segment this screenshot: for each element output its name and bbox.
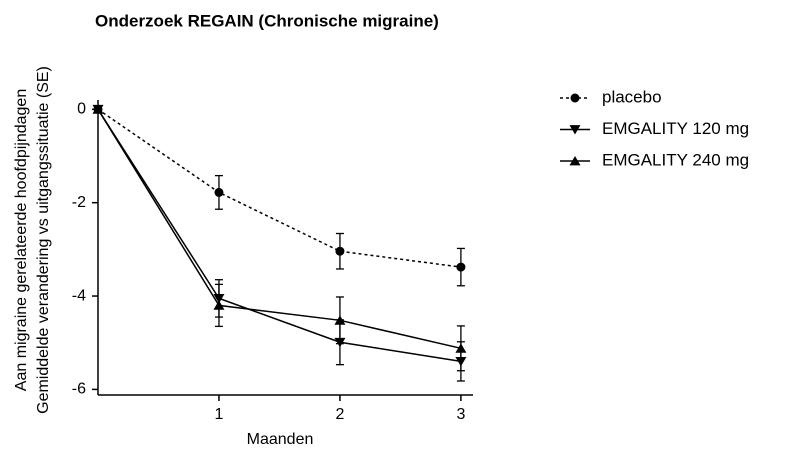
legend-label: EMGALITY 120 mg: [602, 119, 749, 138]
y-tick-label: -4: [72, 287, 86, 304]
series-line: [97, 108, 462, 363]
legend-marker: [569, 125, 581, 135]
legend-label: EMGALITY 240 mg: [602, 150, 749, 169]
data-point: [334, 315, 346, 325]
chart-title: Onderzoek REGAIN (Chronische migraine): [95, 11, 439, 30]
y-axis-label: Aan migraine gerelateerde hoofdpijndagen: [13, 89, 30, 391]
data-point: [335, 246, 345, 256]
y-tick-label: 0: [77, 101, 86, 118]
y-tick-label: -2: [72, 194, 86, 211]
y-axis-label: Gemiddelde verandering vs uitgangssituat…: [35, 66, 52, 414]
data-point: [455, 343, 467, 353]
data-point: [92, 104, 104, 114]
data-point: [213, 300, 225, 310]
legend-marker: [569, 156, 581, 166]
series-line: [97, 108, 462, 268]
x-axis-label: Maanden: [247, 431, 314, 448]
data-point: [456, 262, 466, 272]
data-point: [214, 187, 224, 197]
x-tick-label: 1: [215, 406, 224, 423]
series-line: [97, 108, 462, 350]
x-tick-label: 2: [335, 406, 344, 423]
x-tick-label: 3: [456, 406, 465, 423]
y-tick-label: -6: [72, 381, 86, 398]
legend-marker: [570, 93, 580, 103]
legend-label: placebo: [602, 87, 662, 106]
